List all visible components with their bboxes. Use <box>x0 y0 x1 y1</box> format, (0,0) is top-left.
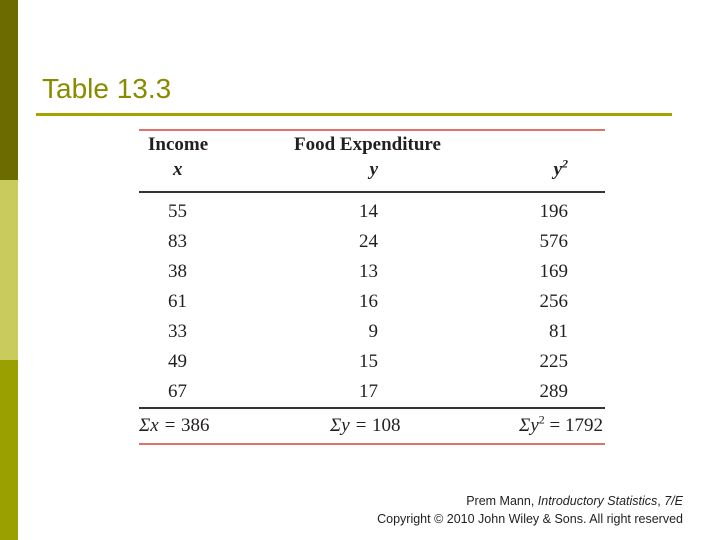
credit-separator: , <box>657 494 665 508</box>
cell-y2: 169 <box>539 261 569 282</box>
cell-y: 13 <box>359 261 378 282</box>
table-header-row-2: x y y2 <box>139 157 605 191</box>
sum-y-label: Σy = <box>330 415 373 436</box>
sum-y2-label: Σy <box>519 415 539 436</box>
cell-x: 61 <box>168 291 187 312</box>
cell-x: 55 <box>168 201 187 222</box>
slide-title: Table 13.3 <box>42 73 172 104</box>
cell-y: 24 <box>359 231 378 252</box>
header-y-squared: y2 <box>554 157 568 183</box>
table-row: 83 24 576 <box>139 227 605 257</box>
header-income: Income <box>148 134 209 155</box>
table-header-row-1: Income Food Expenditure <box>139 131 605 157</box>
sidebar-band-bottom <box>0 360 18 540</box>
table-row: 61 16 256 <box>139 287 605 317</box>
cell-x: 38 <box>168 261 187 282</box>
cell-x: 49 <box>168 351 187 372</box>
cell-x: 33 <box>168 321 187 342</box>
table-row: 55 14 196 <box>139 197 605 227</box>
header-y: y <box>369 159 378 180</box>
table-sum-row: Σx = 386 Σy = 108 Σy2 = 1792 <box>139 409 605 443</box>
cell-y: 16 <box>359 291 378 312</box>
sum-y2-value: = 1792 <box>544 415 603 436</box>
credit-edition: 7/E <box>664 494 683 508</box>
table-body: 55 14 196 83 24 576 38 13 169 61 16 256 … <box>139 193 605 407</box>
header-x: x <box>173 159 183 180</box>
sum-x: Σx = 386 <box>139 409 210 443</box>
credit-line-1: Prem Mann, Introductory Statistics, 7/E <box>377 492 683 510</box>
table-row: 38 13 169 <box>139 257 605 287</box>
cell-y: 15 <box>359 351 378 372</box>
cell-y2: 576 <box>539 231 569 252</box>
table-row: 67 17 289 <box>139 377 605 407</box>
cell-y: 14 <box>359 201 378 222</box>
cell-y2: 81 <box>549 321 568 342</box>
header-y2-base: y <box>553 159 562 180</box>
cell-x: 83 <box>168 231 187 252</box>
cell-x: 67 <box>168 381 187 402</box>
credit-author: Prem Mann, <box>466 494 538 508</box>
copyright-credit: Prem Mann, Introductory Statistics, 7/E … <box>377 492 683 528</box>
cell-y: 17 <box>359 381 378 402</box>
credit-line-2: Copyright © 2010 John Wiley & Sons. All … <box>377 512 683 526</box>
data-table: Income Food Expenditure x y y2 55 14 196… <box>139 129 605 445</box>
table-row: 49 15 225 <box>139 347 605 377</box>
title-underline <box>36 113 672 116</box>
table-row: 33 9 81 <box>139 317 605 347</box>
sum-y2-exponent: 2 <box>538 412 545 427</box>
table-bottom-rule <box>139 443 605 445</box>
cell-y2: 196 <box>539 201 569 222</box>
sidebar-band-middle <box>0 180 18 360</box>
table-header-rule <box>139 191 605 193</box>
credit-book-title: Introductory Statistics <box>537 494 658 508</box>
sum-x-label: Σx = <box>139 415 182 436</box>
sidebar-band-top <box>0 0 18 180</box>
cell-y2: 256 <box>539 291 569 312</box>
header-y2-exponent: 2 <box>562 156 568 171</box>
cell-y2: 225 <box>539 351 569 372</box>
table-sum-rule <box>139 407 605 409</box>
cell-y2: 289 <box>539 381 569 402</box>
header-food-expenditure: Food Expenditure <box>294 134 441 155</box>
sum-y2: Σy2 = 1792 <box>519 409 603 443</box>
sum-y: Σy = 108 <box>330 409 401 443</box>
cell-y: 9 <box>368 321 379 342</box>
table-top-rule <box>139 129 605 131</box>
sum-x-value: 386 <box>181 415 210 436</box>
sum-y-value: 108 <box>372 415 401 436</box>
